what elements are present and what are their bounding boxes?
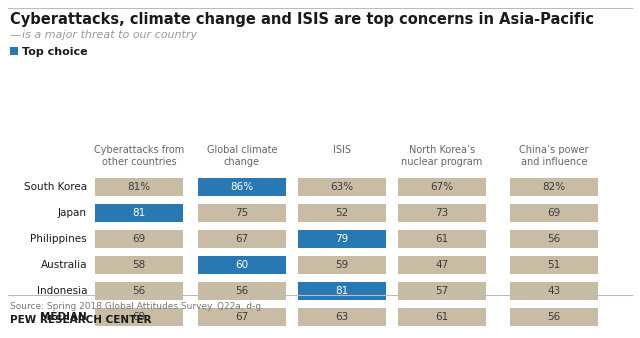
Text: 56: 56 bbox=[132, 286, 146, 296]
Text: North Korea’s
nuclear program: North Korea’s nuclear program bbox=[401, 145, 483, 167]
Text: MEDIAN: MEDIAN bbox=[40, 312, 87, 322]
Text: Global climate
change: Global climate change bbox=[207, 145, 277, 167]
Text: 57: 57 bbox=[435, 286, 449, 296]
Text: 52: 52 bbox=[335, 208, 349, 218]
Text: 63%: 63% bbox=[330, 182, 353, 192]
Text: PEW RESEARCH CENTER: PEW RESEARCH CENTER bbox=[10, 315, 152, 325]
Text: 58: 58 bbox=[132, 260, 146, 270]
Bar bbox=[510, 204, 598, 222]
Bar bbox=[398, 204, 486, 222]
Bar bbox=[95, 282, 183, 300]
Text: Australia: Australia bbox=[40, 260, 87, 270]
Text: 43: 43 bbox=[547, 286, 561, 296]
Bar bbox=[95, 256, 183, 274]
Bar bbox=[298, 282, 386, 300]
Text: 47: 47 bbox=[435, 260, 449, 270]
Bar bbox=[198, 308, 286, 326]
Bar bbox=[398, 178, 486, 196]
Bar bbox=[95, 204, 183, 222]
Text: 56: 56 bbox=[547, 234, 561, 244]
Text: 81: 81 bbox=[132, 208, 146, 218]
Text: China’s power
and influence: China’s power and influence bbox=[519, 145, 589, 167]
Text: 86%: 86% bbox=[230, 182, 253, 192]
Text: 60: 60 bbox=[236, 260, 248, 270]
Bar bbox=[510, 282, 598, 300]
Text: 82%: 82% bbox=[543, 182, 566, 192]
Text: 63: 63 bbox=[335, 312, 349, 322]
Text: 56: 56 bbox=[547, 312, 561, 322]
Bar bbox=[198, 204, 286, 222]
Text: 69: 69 bbox=[132, 234, 146, 244]
Text: 51: 51 bbox=[547, 260, 561, 270]
Bar bbox=[198, 282, 286, 300]
Bar bbox=[95, 178, 183, 196]
Text: 73: 73 bbox=[435, 208, 449, 218]
Bar bbox=[510, 230, 598, 248]
Text: Top choice: Top choice bbox=[22, 47, 88, 57]
Bar bbox=[398, 308, 486, 326]
Text: 81%: 81% bbox=[127, 182, 150, 192]
Bar bbox=[298, 230, 386, 248]
Bar bbox=[510, 178, 598, 196]
Text: South Korea: South Korea bbox=[24, 182, 87, 192]
Bar bbox=[10, 47, 18, 55]
Bar bbox=[398, 230, 486, 248]
Text: Japan: Japan bbox=[58, 208, 87, 218]
Bar bbox=[298, 204, 386, 222]
Bar bbox=[198, 178, 286, 196]
Text: 59: 59 bbox=[335, 260, 349, 270]
Bar bbox=[398, 256, 486, 274]
Bar bbox=[198, 230, 286, 248]
Text: 81: 81 bbox=[335, 286, 349, 296]
Bar bbox=[510, 256, 598, 274]
Text: 61: 61 bbox=[435, 234, 449, 244]
Text: 56: 56 bbox=[236, 286, 248, 296]
Text: ISIS: ISIS bbox=[333, 145, 351, 155]
Text: 61: 61 bbox=[435, 312, 449, 322]
Text: —: — bbox=[10, 30, 21, 40]
Text: 69: 69 bbox=[547, 208, 561, 218]
Text: 67%: 67% bbox=[431, 182, 454, 192]
Text: 67: 67 bbox=[236, 312, 248, 322]
Bar bbox=[198, 256, 286, 274]
Text: 67: 67 bbox=[236, 234, 248, 244]
Bar bbox=[298, 308, 386, 326]
Bar bbox=[398, 282, 486, 300]
Text: 75: 75 bbox=[236, 208, 248, 218]
Bar bbox=[298, 256, 386, 274]
Text: Cyberattacks, climate change and ISIS are top concerns in Asia-Pacific: Cyberattacks, climate change and ISIS ar… bbox=[10, 12, 594, 27]
Text: Cyberattacks from
other countries: Cyberattacks from other countries bbox=[94, 145, 184, 167]
Text: is a major threat to our country: is a major threat to our country bbox=[22, 30, 197, 40]
Text: 69: 69 bbox=[132, 312, 146, 322]
Text: Philippines: Philippines bbox=[30, 234, 87, 244]
Bar bbox=[298, 178, 386, 196]
Bar bbox=[95, 230, 183, 248]
Bar bbox=[510, 308, 598, 326]
Bar bbox=[95, 308, 183, 326]
Text: Source: Spring 2018 Global Attitudes Survey. Q22a, d-g.: Source: Spring 2018 Global Attitudes Sur… bbox=[10, 302, 264, 311]
Text: 79: 79 bbox=[335, 234, 349, 244]
Text: Indonesia: Indonesia bbox=[36, 286, 87, 296]
